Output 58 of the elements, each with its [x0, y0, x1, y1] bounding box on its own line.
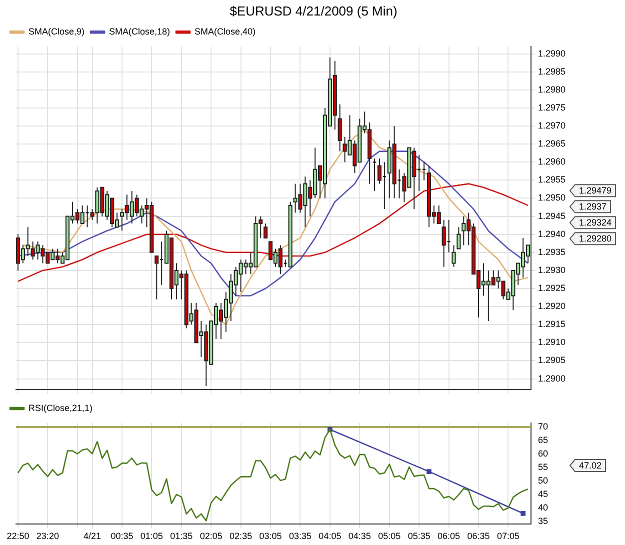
- y-tick-label: 1.2965: [538, 138, 566, 149]
- x-tick-label: 01:35: [170, 531, 193, 542]
- y-tick-label: 45: [538, 489, 548, 499]
- y-tick-label: 1.2985: [538, 66, 566, 76]
- x-tick-label: 04:35: [348, 531, 371, 542]
- y-tick-label: 1.2910: [538, 337, 566, 348]
- y-tick-label: 1.2905: [538, 355, 566, 366]
- x-tick-label: 06:35: [467, 531, 490, 542]
- x-tick-label: 05:05: [378, 531, 401, 542]
- x-tick-label: 07:05: [496, 531, 520, 542]
- text: 1.29479: [579, 186, 612, 196]
- x-tick-label: 04:05: [318, 531, 342, 542]
- x-tick-label: 02:05: [200, 531, 222, 542]
- y-tick-label: 60: [538, 448, 548, 459]
- y-tick-label: 55: [538, 462, 548, 472]
- text: 1.29280: [579, 234, 612, 244]
- y-tick-label: 1.2950: [538, 192, 566, 203]
- y-tick-label: 1.2900: [538, 373, 566, 384]
- y-tick-label: 65: [538, 435, 548, 446]
- y-tick-label: 1.2935: [538, 246, 566, 257]
- y-tick-label: 1.2925: [538, 282, 566, 293]
- y-tick-label: 1.2945: [538, 210, 566, 221]
- text: 1.29324: [579, 218, 612, 228]
- legend-label: RSI(Close,21,1): [28, 402, 93, 413]
- legend-label: SMA(Close,9): [28, 26, 85, 37]
- text: 47.02: [579, 460, 602, 470]
- x-tick-label: 00:35: [110, 531, 134, 542]
- y-tick-label: 1.2940: [538, 228, 566, 239]
- chart-title: $EURUSD 4/21/2009 (5 Min): [230, 3, 398, 18]
- y-tick-label: 35: [538, 516, 548, 526]
- y-tick-label: 1.2915: [538, 319, 566, 330]
- y-tick-label: 1.2975: [538, 102, 566, 112]
- y-tick-label: 50: [538, 476, 548, 486]
- x-tick-label: 05:35: [408, 531, 430, 542]
- y-tick-label: 40: [538, 502, 548, 512]
- x-tick-label: 03:35: [288, 531, 312, 542]
- y-tick-label: 1.2980: [538, 84, 566, 94]
- x-tick-label: 4/21: [83, 531, 102, 542]
- x-tick-label: 02:35: [230, 531, 252, 542]
- y-tick-label: 1.2960: [538, 156, 566, 167]
- point: [426, 469, 432, 474]
- candlestick: [372, 158, 377, 192]
- candlestick: [422, 162, 426, 181]
- point: [520, 510, 526, 516]
- text: 1.2937: [579, 202, 607, 212]
- legend-label: SMA(Close,40): [194, 26, 256, 37]
- y-tick-label: 1.2990: [538, 48, 566, 58]
- x-tick-label: 03:05: [259, 531, 282, 542]
- x-tick-label: 23:20: [36, 531, 59, 542]
- y-tick-label: 1.2955: [538, 174, 566, 185]
- y-tick-label: 1.2930: [538, 264, 566, 275]
- y-tick-label: 70: [538, 422, 548, 432]
- x-tick-label: 06:05: [438, 531, 460, 542]
- legend-label: SMA(Close,18): [109, 26, 170, 37]
- x-tick-label: 22:50: [6, 531, 30, 542]
- y-tick-label: 1.2920: [538, 301, 566, 312]
- y-tick-label: 1.2970: [538, 120, 566, 131]
- x-tick-label: 01:05: [140, 531, 163, 542]
